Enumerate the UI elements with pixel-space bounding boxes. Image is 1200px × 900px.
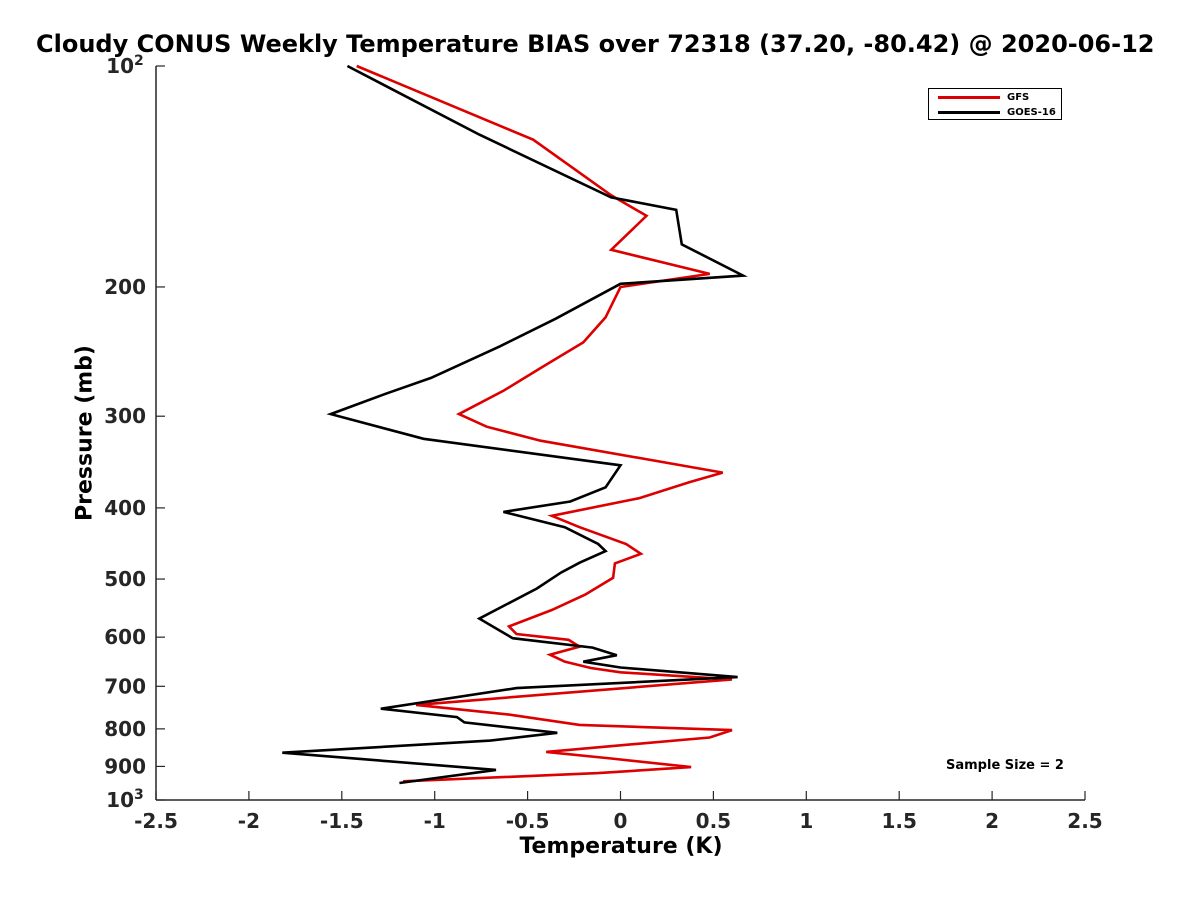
legend-label-gfs: GFS (1007, 91, 1030, 103)
x-tick-label: -0.5 (506, 809, 550, 833)
y-tick-label: 600 (104, 625, 146, 649)
legend-swatch-gfs (938, 95, 1000, 99)
x-tick-label: 0 (614, 809, 628, 833)
y-tick-label: 10 (106, 788, 134, 812)
y-tick-label: 10 (106, 54, 134, 78)
x-tick-label: 2 (985, 809, 999, 833)
y-tick-label: 500 (104, 567, 146, 591)
axes-frame (156, 66, 1085, 800)
legend-entry-gfs: GFS (929, 90, 1061, 104)
x-axis-label: Temperature (K) (519, 834, 723, 859)
tick-layer: -2.5 -2 -1.5 -1 -0.5 0 0.5 1 1.5 2 2.510 2200300400… (104, 53, 1102, 833)
y-tick-label: 900 (104, 754, 146, 778)
y-tick-label: 700 (104, 674, 146, 698)
x-tick-label: 2.5 (1067, 809, 1102, 833)
y-tick-label: 200 (104, 275, 146, 299)
series-line-goes16 (282, 64, 748, 785)
y-tick-label: 800 (104, 717, 146, 741)
y-tick-label: 300 (104, 404, 146, 428)
x-tick-label: 1 (799, 809, 813, 833)
x-tick-label: -2.5 (134, 809, 178, 833)
series-layer (282, 64, 748, 785)
sample-size-annotation: Sample Size = 2 (946, 758, 1064, 773)
chart-title: Cloudy CONUS Weekly Temperature BIAS ove… (36, 30, 1155, 58)
legend-entry-goes16: GOES-16 (929, 105, 1061, 119)
x-tick-label: -2 (238, 809, 260, 833)
y-tick-label: 400 (104, 496, 146, 520)
legend-swatch-goes16 (938, 110, 1000, 114)
legend-label-goes16: GOES-16 (1007, 106, 1056, 118)
series-line-gfs (356, 64, 733, 783)
x-tick-label: 1.5 (881, 809, 916, 833)
x-tick-label: -1 (424, 809, 446, 833)
legend: GFS GOES-16 (928, 88, 1062, 120)
y-axis-label: Pressure (mb) (72, 345, 98, 521)
y-tick-exponent: 2 (134, 53, 144, 69)
x-tick-label: 0.5 (696, 809, 731, 833)
y-tick-exponent: 3 (134, 787, 144, 803)
x-tick-label: -1.5 (320, 809, 364, 833)
